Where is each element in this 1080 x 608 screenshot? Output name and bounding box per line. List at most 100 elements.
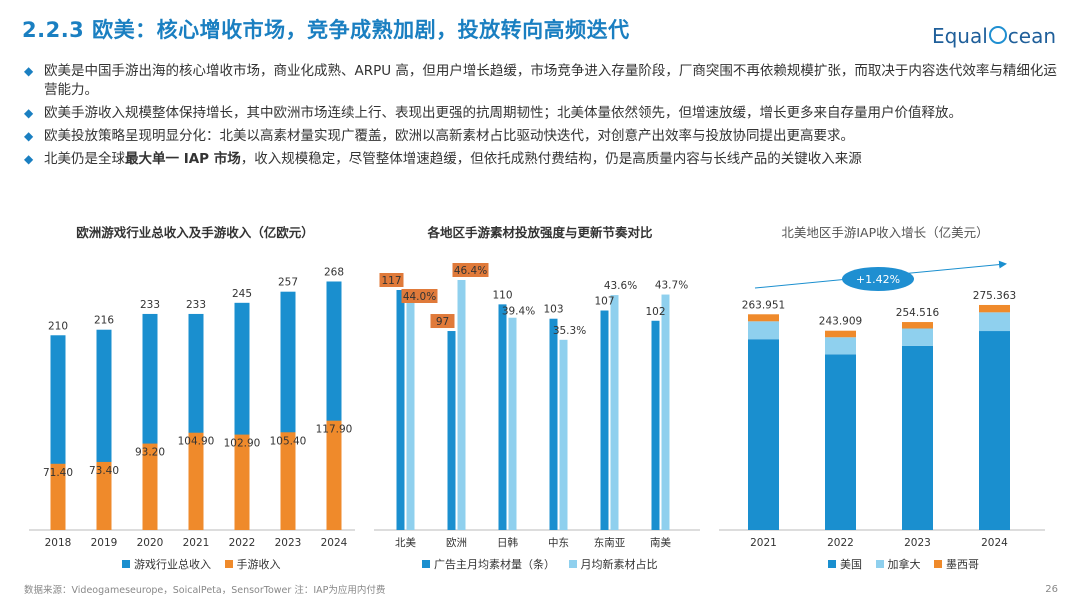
data-label-total: 257 (278, 277, 298, 289)
legend-item: 月均新素材占比 (568, 558, 658, 571)
bar-segment-canada (902, 328, 933, 346)
data-label-share: 35.3% (553, 325, 586, 337)
logo-text-post: cean (1007, 24, 1056, 48)
x-tick-label: 北美 (395, 536, 416, 549)
data-label-count: 107 (594, 296, 614, 308)
x-tick-label: 2019 (91, 537, 118, 549)
x-tick-label: 2020 (137, 537, 164, 549)
highlight-box (379, 273, 404, 287)
bar-new-creative-share (406, 292, 415, 530)
chart2-legend: 广告主月均素材量（条） 月均新素材占比 (422, 556, 668, 572)
bar-creatives-count (651, 320, 660, 530)
bar-creatives-count (498, 304, 507, 530)
x-tick-label: 2021 (183, 537, 210, 549)
legend-swatch (122, 560, 130, 568)
bullet-text-post: ，收入规模稳定，尽管整体增速趋缓，但依托成熟付费结构，仍是高质量内容与长线产品的… (240, 151, 862, 167)
legend-label: 墨西哥 (946, 558, 979, 571)
bar-creatives-count (447, 331, 456, 530)
diamond-icon: ◆ (24, 106, 34, 120)
data-label-total: 245 (232, 288, 252, 300)
bar-creatives-count (549, 318, 558, 530)
bar-mobile-revenue (142, 443, 158, 530)
bar-new-creative-share (661, 294, 670, 530)
data-label-total: 263.951 (742, 299, 785, 311)
chart-europe-revenue: 210 71.40 2018 216 73.40 2019 233 93.20 2020 233 1… (29, 266, 355, 549)
x-tick-label: 2024 (321, 537, 348, 549)
bar-segment-mexico (748, 314, 779, 322)
bullet-text: 欧美是中国手游出海的核心增收市场，商业化成熟、ARPU 高，但用户增长趋缓，市场… (44, 63, 1057, 98)
bar-segment-mexico (979, 304, 1010, 313)
data-label-total: 233 (140, 299, 160, 311)
bar-mobile-revenue (326, 420, 342, 530)
bullet-item: ◆ 欧美手游收入规模整体保持增长，其中欧洲市场连续上行、表现出更强的抗周期韧性；北… (24, 104, 1059, 123)
legend-swatch (934, 560, 942, 568)
page-title: 2.2.3 欧美：核心增收市场，竞争成熟加剧，投放转向高频迭代 (22, 18, 630, 42)
equalocean-logo: Equal cean (932, 24, 1056, 48)
legend-label: 游戏行业总收入 (134, 558, 211, 571)
legend-item: 游戏行业总收入 (122, 558, 211, 571)
bar-segment-mexico (902, 322, 933, 329)
bullet-text: 欧美投放策略呈现明显分化：北美以高素材量实现广覆盖，欧洲以高新素材占比驱动快迭代… (44, 128, 854, 144)
data-label-share: 43.7% (655, 280, 688, 292)
legend-label: 手游收入 (236, 558, 281, 571)
highlight-box (430, 314, 455, 329)
data-label-count: 97 (436, 316, 449, 328)
bar-segment-mexico (825, 330, 856, 338)
x-tick-label: 2021 (750, 537, 777, 549)
legend-swatch (568, 560, 577, 568)
bar-segment-us (979, 331, 1010, 530)
growth-badge (842, 267, 914, 291)
legend-label: 美国 (840, 558, 862, 571)
data-label-mobile: 102.90 (224, 438, 261, 450)
data-label-mobile: 93.20 (135, 447, 165, 459)
x-tick-label: 欧洲 (446, 537, 467, 549)
data-label-count: 103 (543, 304, 563, 316)
bar-new-creative-share (457, 280, 466, 530)
bullet-text-bold: 最大单一 IAP 市场 (125, 151, 241, 167)
data-label-total: 216 (94, 315, 114, 327)
bar-new-creative-share (559, 339, 568, 530)
data-label-total: 233 (186, 299, 206, 311)
page-number: 26 (1045, 584, 1058, 595)
bar-segment-canada (825, 337, 856, 355)
bar-mobile-revenue (188, 432, 204, 530)
bullet-list: ◆ 欧美是中国手游出海的核心增收市场，商业化成熟、ARPU 高，但用户增长趋缓，市… (24, 62, 1059, 173)
bullet-text: 欧美手游收入规模整体保持增长，其中欧洲市场连续上行、表现出更强的抗周期韧性；北美… (44, 105, 962, 121)
bar-new-creative-share (508, 317, 517, 530)
x-tick-label: 南美 (650, 536, 671, 549)
x-tick-label: 东南亚 (594, 536, 626, 549)
bar-segment-us (902, 345, 933, 530)
legend-label: 月均新素材占比 (580, 558, 658, 571)
x-tick-label: 2023 (904, 537, 931, 549)
bar-new-creative-share (610, 295, 619, 530)
legend-item: 广告主月均素材量（条） (422, 558, 555, 571)
chart3-legend: 美国 加拿大 墨西哥 (828, 556, 989, 572)
legend-swatch (828, 560, 836, 568)
bullet-item: ◆ 北美仍是全球最大单一 IAP 市场，收入规模稳定，尽管整体增速趋缓，但依托成熟… (24, 150, 1059, 169)
bar-mobile-revenue (50, 463, 66, 530)
x-tick-label: 2023 (275, 537, 302, 549)
data-label-total: 254.516 (896, 307, 940, 319)
bullet-text-pre: 北美仍是全球 (44, 151, 125, 167)
chart1-legend: 游戏行业总收入 手游收入 (122, 556, 291, 572)
legend-label: 广告主月均素材量（条） (434, 558, 555, 571)
chart2-title: 各地区手游素材投放强度与更新节奏对比 (427, 225, 653, 240)
highlight-box (452, 263, 489, 277)
data-label-mobile: 71.40 (43, 467, 73, 479)
x-tick-label: 2018 (45, 537, 72, 549)
chart1-title: 欧洲游戏行业总收入及手游收入（亿欧元） (76, 225, 314, 240)
data-label-count: 117 (381, 275, 401, 287)
bar-mobile-revenue (280, 432, 296, 530)
legend-swatch (875, 560, 884, 568)
bar-segment-canada (748, 321, 779, 340)
data-label-count: 110 (492, 289, 512, 301)
x-tick-label: 2024 (981, 537, 1008, 549)
legend-item: 墨西哥 (934, 558, 979, 571)
bar-segment-canada (979, 312, 1010, 332)
legend-item: 加拿大 (875, 558, 921, 571)
source-note: 数据来源：Videogameseurope，SoicalPeta，SensorT… (24, 585, 386, 596)
logo-circle-icon (988, 26, 1007, 44)
data-label-share: 44.0% (403, 291, 436, 303)
data-label-total: 243.909 (819, 316, 862, 328)
x-tick-label: 中东 (548, 536, 569, 549)
